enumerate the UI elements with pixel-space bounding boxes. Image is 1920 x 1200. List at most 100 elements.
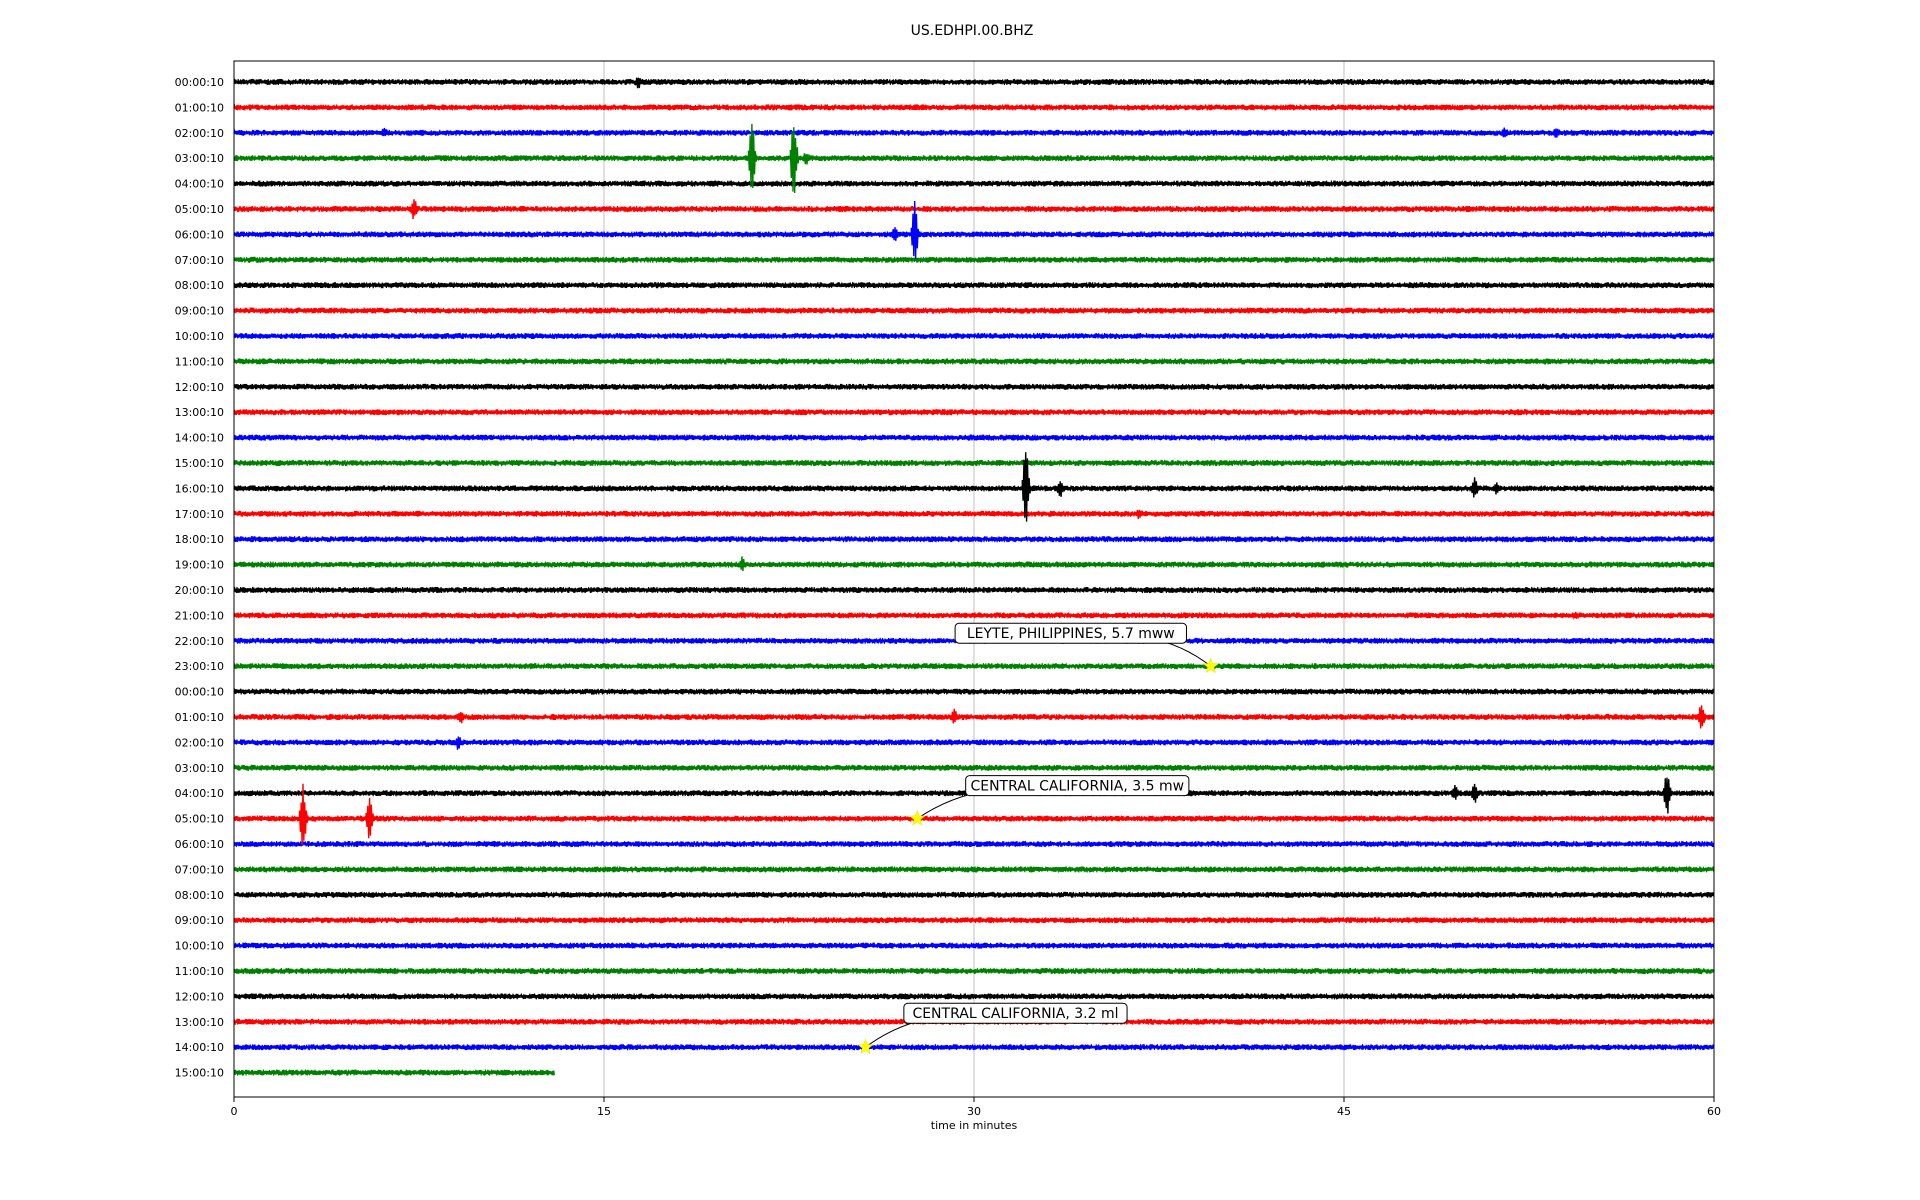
trace-row (233, 688, 1715, 695)
event-waveform (365, 797, 379, 839)
trace-row (233, 155, 1715, 162)
row-time-label: 12:00:10 (175, 381, 224, 394)
event-waveform (789, 127, 803, 194)
event-waveform (1135, 509, 1148, 519)
event-waveform (1470, 783, 1484, 803)
event-waveform (1697, 705, 1711, 729)
row-time-label: 01:00:10 (175, 711, 224, 724)
event-waveform (1450, 785, 1464, 800)
row-time-label: 10:00:10 (175, 940, 224, 953)
event-waveform (1500, 127, 1513, 138)
event-waveform (409, 199, 423, 220)
event-waveform (1056, 481, 1069, 497)
row-time-label: 15:00:10 (175, 1067, 224, 1080)
trace-row (233, 485, 1715, 492)
chart-title: US.EDHPI.00.BHZ (911, 23, 1034, 39)
trace-row (233, 358, 1715, 365)
event-waveform (1470, 477, 1484, 498)
event-waveform (298, 783, 312, 845)
row-time-label: 11:00:10 (175, 965, 224, 978)
trace-row (233, 434, 1715, 441)
row-time-label: 05:00:10 (175, 813, 224, 826)
event-label: CENTRAL CALIFORNIA, 3.2 ml (912, 1006, 1118, 1022)
x-tick-label: 45 (1337, 1105, 1351, 1118)
trace-row (233, 78, 1715, 86)
event-waveform (1571, 611, 1585, 621)
trace-row (233, 815, 1715, 822)
trace-row (233, 866, 1715, 873)
row-time-label: 04:00:10 (175, 787, 224, 800)
row-time-label: 04:00:10 (175, 178, 224, 191)
x-axis-label: time in minutes (931, 1119, 1018, 1132)
row-time-label: 17:00:10 (175, 508, 224, 521)
x-tick-label: 0 (231, 1105, 238, 1118)
trace-row (233, 942, 1715, 949)
row-time-label: 07:00:10 (175, 863, 224, 876)
trace-row (233, 307, 1715, 314)
event-waveform (634, 77, 647, 89)
trace-row (233, 738, 1715, 746)
event-star-icon (1202, 657, 1220, 674)
trace-row (233, 180, 1715, 187)
row-time-label: 20:00:10 (175, 584, 224, 597)
trace-row (233, 917, 1715, 924)
event-waveform (456, 711, 470, 724)
row-time-label: 16:00:10 (175, 482, 224, 495)
trace-row (233, 205, 1715, 213)
trace-row (233, 967, 1715, 975)
event-label-box (965, 775, 1190, 797)
row-time-label: 18:00:10 (175, 533, 224, 546)
trace-row (233, 128, 1715, 136)
trace-row (233, 383, 1715, 390)
x-axis-ticks: 0 15 30 45 60 (231, 1097, 1721, 1118)
row-time-label: 13:00:10 (175, 406, 224, 419)
event-waveform (890, 227, 904, 241)
trace-row (233, 231, 1715, 238)
row-time-label: 19:00:10 (175, 559, 224, 572)
event-waveform (1551, 128, 1565, 138)
trace-row (233, 612, 1715, 619)
time-row-labels: 00:00:10 01:00:10 02:00:10 03:00:10 04:00:10… (175, 76, 224, 1080)
event-waveform (1021, 452, 1035, 522)
row-time-label: 09:00:10 (175, 914, 224, 927)
trace-row (233, 840, 1715, 848)
row-time-label: 00:00:10 (175, 686, 224, 699)
row-time-label: 01:00:10 (175, 101, 224, 114)
x-tick-label: 60 (1707, 1105, 1721, 1118)
trace-row (233, 1044, 1715, 1051)
event-waveform (454, 736, 467, 750)
trace-row (233, 586, 1715, 594)
event-label-box (954, 622, 1187, 644)
row-time-label: 10:00:10 (175, 330, 224, 343)
trace-row (233, 891, 1715, 898)
trace-row (233, 256, 1715, 263)
event-waveform (950, 708, 963, 724)
row-time-label: 14:00:10 (175, 1041, 224, 1054)
row-time-label: 13:00:10 (175, 1016, 224, 1029)
row-time-label: 02:00:10 (175, 736, 224, 749)
event-star-icon (857, 1038, 874, 1055)
event-waveform (910, 200, 924, 259)
trace-row (233, 103, 1715, 111)
trace-row (233, 510, 1715, 517)
row-time-label: 07:00:10 (175, 254, 224, 267)
event-label-box (903, 1002, 1128, 1024)
trace-row (233, 536, 1715, 543)
row-time-label: 08:00:10 (175, 889, 224, 902)
row-time-label: 09:00:10 (175, 305, 224, 318)
row-time-label: 21:00:10 (175, 609, 224, 622)
trace-row (233, 764, 1715, 771)
row-time-label: 11:00:10 (175, 355, 224, 368)
event-label: CENTRAL CALIFORNIA, 3.5 mw (970, 779, 1184, 795)
event-waveform (747, 123, 761, 189)
row-time-label: 00:00:10 (175, 76, 224, 89)
row-time-label: 14:00:10 (175, 432, 224, 445)
row-time-label: 03:00:10 (175, 762, 224, 775)
row-time-label: 02:00:10 (175, 127, 224, 140)
trace-row (233, 409, 1715, 416)
trace-row (233, 282, 1715, 289)
event-waveform (380, 127, 393, 137)
trace-row (233, 1069, 555, 1076)
